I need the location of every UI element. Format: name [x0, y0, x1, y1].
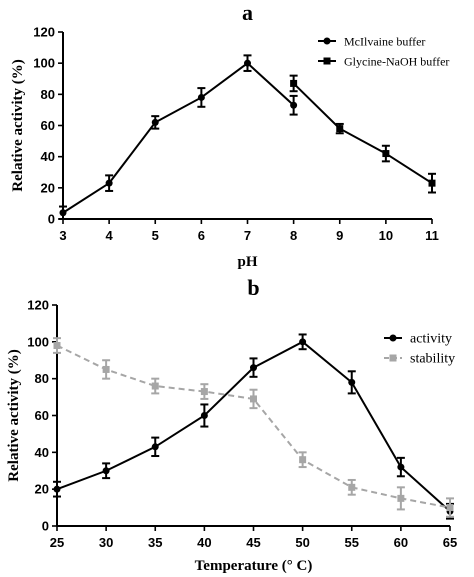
x-tick-label: 40: [197, 535, 211, 550]
y-tick-label: 20: [41, 180, 55, 195]
data-point: [290, 101, 298, 109]
x-tick-label: 45: [246, 535, 260, 550]
x-axis-title: pH: [237, 254, 257, 270]
y-tick-label: 40: [41, 149, 55, 164]
y-tick-label: 60: [41, 118, 55, 133]
chart-panel-b: b 0 20 40 60 80 100 120 25 30 35 40 45 50 55 60 65 Temper…: [6, 275, 457, 574]
x-tick-label: 7: [244, 228, 251, 243]
y-tick-label: 120: [27, 298, 49, 313]
x-tick-label: 6: [198, 228, 205, 243]
x-tick-label: 50: [295, 535, 309, 550]
series-line: [62, 61, 295, 214]
y-tick-label: 80: [41, 87, 55, 102]
legend-label: activity: [410, 332, 452, 347]
x-axis-title: Temperature (° C): [195, 558, 313, 574]
x-tick-label: 4: [106, 228, 114, 243]
y-tick-label: 100: [33, 56, 55, 71]
series-line: [292, 82, 433, 184]
series-glycine-naoh-buffer: [289, 74, 436, 194]
data-point: [151, 118, 159, 126]
y-tick-label: 120: [33, 25, 55, 40]
y-axis-title: Relative activity (%): [6, 349, 22, 481]
data-point: [428, 179, 436, 187]
legend-label: Glycine-NaOH buffer: [344, 55, 449, 69]
legend-marker: [389, 354, 397, 362]
x-tick-label: 65: [443, 535, 457, 550]
data-point: [299, 456, 307, 464]
data-point: [151, 443, 159, 451]
x-tick-label: 30: [99, 535, 113, 550]
series-activity: [53, 333, 454, 520]
data-point: [446, 504, 454, 512]
data-point: [336, 125, 344, 133]
data-point: [397, 463, 405, 471]
data-point: [105, 179, 113, 187]
x-tick-label: 11: [425, 228, 439, 243]
x-tick-label: 35: [148, 535, 162, 550]
y-tick-label: 60: [35, 408, 49, 423]
x-tick-label: 3: [59, 228, 66, 243]
data-point: [382, 150, 390, 158]
data-point: [200, 388, 208, 396]
data-point: [59, 209, 67, 217]
data-point: [151, 382, 159, 390]
legend-entry: McIlvaine buffer: [318, 35, 425, 49]
data-point: [244, 59, 251, 67]
data-point: [200, 412, 208, 419]
legend-marker: [389, 334, 397, 342]
legend-entry: stability: [384, 352, 455, 367]
data-point: [102, 365, 110, 373]
y-tick-label: 0: [48, 212, 55, 227]
x-tick-label: 60: [394, 535, 408, 550]
data-point: [290, 79, 298, 87]
data-point: [348, 483, 356, 491]
panel-label: a: [242, 0, 253, 25]
x-tick-label: 8: [290, 228, 297, 243]
y-tick-label: 0: [42, 519, 49, 534]
x-tick-label: 10: [379, 228, 393, 243]
y-tick-label: 40: [35, 445, 49, 460]
legend-marker: [323, 57, 331, 65]
data-point: [250, 364, 257, 372]
x-tick-label: 5: [152, 228, 159, 243]
data-point: [348, 378, 356, 386]
y-tick-label: 100: [27, 334, 49, 349]
chart-panel-a: a 0 20 40 60 80 100 120 3 4 5 6 7 8 9 10 11 pH Relative ac…: [10, 0, 449, 270]
data-point: [197, 93, 205, 101]
legend-marker: [323, 37, 331, 45]
data-point: [102, 467, 110, 475]
series-mcilvaine-buffer: [59, 54, 298, 220]
data-point: [53, 342, 61, 350]
legend-label: stability: [410, 352, 455, 367]
data-point: [53, 485, 61, 493]
x-tick-label: 25: [50, 535, 64, 550]
legend-entry: Glycine-NaOH buffer: [318, 55, 449, 69]
data-point: [250, 395, 257, 403]
y-tick-label: 20: [35, 482, 49, 497]
panel-label: b: [247, 275, 259, 300]
data-point: [397, 494, 405, 502]
legend-label: McIlvaine buffer: [344, 35, 425, 49]
data-point: [299, 338, 307, 346]
x-tick-label: 55: [345, 535, 359, 550]
series-stability: [53, 337, 454, 518]
x-tick-label: 9: [336, 228, 343, 243]
legend-entry: activity: [384, 332, 452, 347]
y-tick-label: 80: [35, 371, 49, 386]
y-axis-title: Relative activity (%): [10, 59, 26, 191]
